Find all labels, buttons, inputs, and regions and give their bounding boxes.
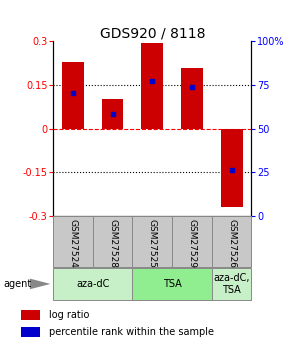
Text: GSM27524: GSM27524 <box>68 219 77 268</box>
Text: aza-dC: aza-dC <box>76 279 109 289</box>
Text: GSM27525: GSM27525 <box>148 219 157 268</box>
Bar <box>53 216 93 267</box>
Text: GSM27528: GSM27528 <box>108 219 117 268</box>
Bar <box>62 62 84 128</box>
Bar <box>132 216 172 267</box>
Bar <box>102 99 124 128</box>
Title: GDS920 / 8118: GDS920 / 8118 <box>99 26 205 40</box>
Bar <box>181 68 203 128</box>
Bar <box>172 216 212 267</box>
Bar <box>212 268 251 300</box>
Text: aza-dC,
TSA: aza-dC, TSA <box>213 273 250 295</box>
Bar <box>221 128 243 207</box>
Bar <box>53 268 132 300</box>
Text: GSM27526: GSM27526 <box>227 219 236 268</box>
Bar <box>212 216 251 267</box>
Text: TSA: TSA <box>163 279 181 289</box>
Bar <box>93 216 132 267</box>
Text: log ratio: log ratio <box>48 310 89 320</box>
Bar <box>21 310 40 320</box>
Bar <box>132 268 212 300</box>
Text: GSM27529: GSM27529 <box>188 219 196 268</box>
Bar <box>21 327 40 337</box>
Polygon shape <box>30 279 50 289</box>
Bar <box>141 43 163 128</box>
Text: agent: agent <box>3 279 31 289</box>
Text: percentile rank within the sample: percentile rank within the sample <box>48 327 214 337</box>
